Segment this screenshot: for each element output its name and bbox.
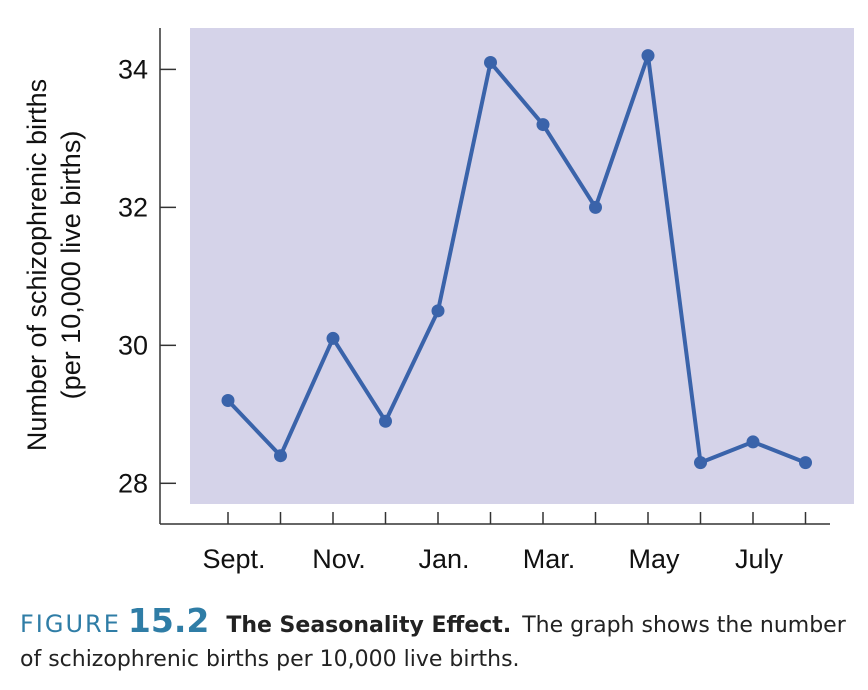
x-tick-label: July bbox=[735, 544, 784, 574]
data-point bbox=[379, 414, 392, 428]
y-axis-title-line1: Number of schizophrenic births bbox=[22, 79, 52, 451]
plot-area bbox=[190, 28, 854, 504]
y-tick-label: 30 bbox=[118, 330, 148, 360]
y-axis-title-line2: (per 10,000 live births) bbox=[56, 131, 86, 400]
data-point bbox=[274, 449, 287, 463]
line-chart: 28 30 32 34 Sept. Nov. Jan. Mar. May July Number… bbox=[22, 28, 854, 574]
x-ticks: Sept. Nov. Jan. Mar. May July bbox=[202, 512, 807, 574]
data-point bbox=[799, 456, 812, 470]
data-point bbox=[589, 200, 602, 214]
data-point bbox=[431, 304, 445, 318]
figure-label: FIGURE bbox=[20, 610, 121, 638]
y-tick-label: 28 bbox=[118, 468, 148, 498]
y-tick-label: 32 bbox=[118, 192, 148, 222]
figure-description: The graph shows the number of schizophre… bbox=[20, 613, 846, 672]
data-point bbox=[536, 118, 550, 132]
y-axis-title: Number of schizophrenic births (per 10,0… bbox=[22, 79, 86, 451]
x-tick-label: Mar. bbox=[523, 544, 576, 574]
series bbox=[221, 49, 812, 470]
figure-title: The Seasonality Effect. bbox=[226, 613, 512, 638]
x-tick-label: Sept. bbox=[202, 544, 265, 574]
data-point bbox=[326, 331, 340, 345]
data-point bbox=[641, 49, 655, 63]
y-ticks: 28 30 32 34 bbox=[118, 54, 176, 498]
data-point bbox=[746, 435, 760, 449]
series-line bbox=[226, 53, 807, 465]
y-tick-label: 34 bbox=[118, 54, 148, 84]
axes bbox=[159, 28, 830, 525]
x-tick-label: May bbox=[628, 544, 680, 574]
figure-number: 15.2 bbox=[127, 601, 210, 640]
data-point bbox=[221, 394, 235, 408]
figure-caption: FIGURE 15.2 The Seasonality Effect. The … bbox=[20, 604, 850, 677]
data-point bbox=[694, 456, 707, 470]
x-tick-label: Nov. bbox=[312, 544, 366, 574]
data-point bbox=[484, 55, 497, 69]
x-tick-label: Jan. bbox=[418, 544, 469, 574]
